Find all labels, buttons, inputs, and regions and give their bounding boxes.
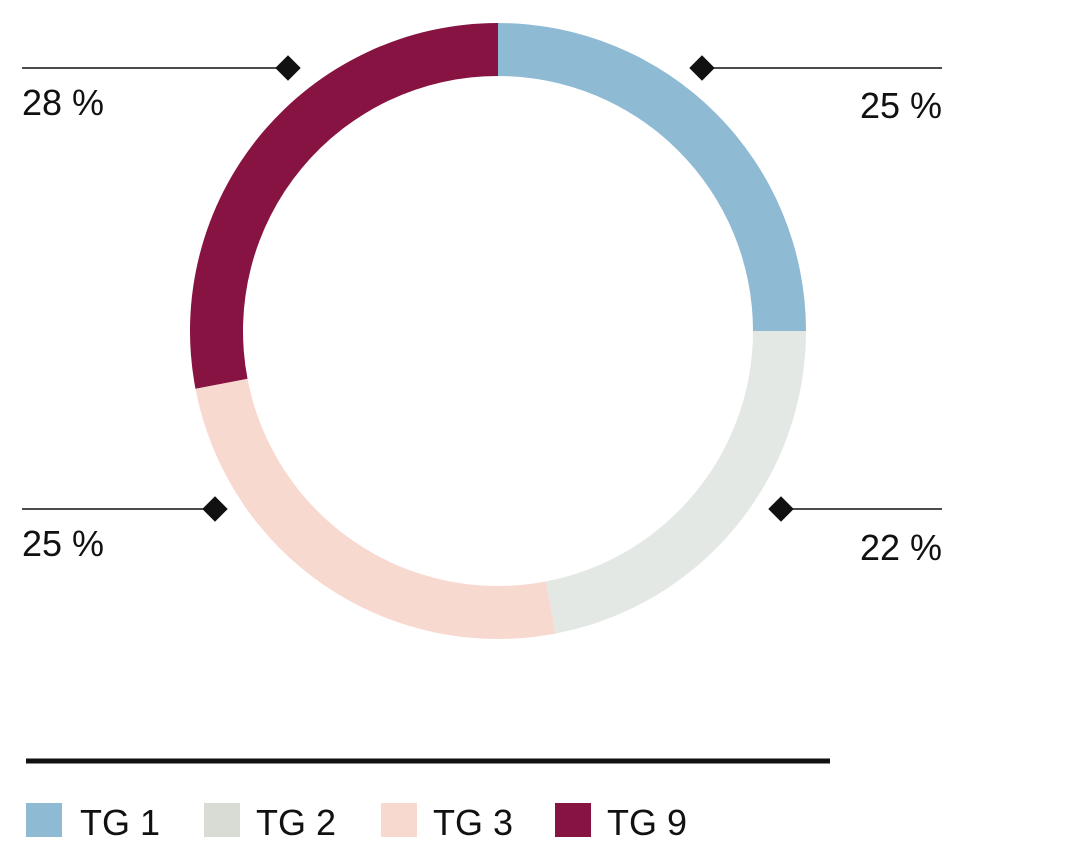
callout-marker [202,496,228,522]
percent-label-tg1: 25 % [860,85,942,126]
legend-label-tg1: TG 1 [80,802,160,843]
legend-item-tg2: TG 2 [204,802,336,843]
legend: TG 1 TG 2 TG 3 TG 9 [26,802,687,843]
legend-item-tg9: TG 9 [555,802,687,843]
percent-label-tg2: 22 % [860,527,942,568]
legend-label-tg2: TG 2 [256,802,336,843]
callout-tg9: 28 % [22,55,301,123]
percent-label-tg9: 28 % [22,82,104,123]
legend-swatch-tg3 [381,803,417,837]
percent-label-tg3: 25 % [22,523,104,564]
callout-tg2: 22 % [768,496,942,568]
slice-tg3 [195,378,556,639]
legend-item-tg3: TG 3 [381,802,513,843]
slice-tg9 [190,23,498,389]
callout-marker [689,55,715,81]
slice-tg1 [498,23,806,331]
callout-tg3: 25 % [22,496,228,564]
legend-swatch-tg1 [26,803,62,837]
callouts: 25 % 22 % 25 % 28 % [22,55,942,568]
legend-swatch-tg9 [555,803,591,837]
legend-item-tg1: TG 1 [26,802,160,843]
legend-label-tg3: TG 3 [433,802,513,843]
legend-swatch-tg2 [204,803,240,837]
donut-slices [190,23,806,639]
callout-marker [768,496,794,522]
legend-label-tg9: TG 9 [607,802,687,843]
callout-marker [275,55,301,81]
callout-tg1: 25 % [689,55,942,126]
slice-tg2 [545,331,806,634]
